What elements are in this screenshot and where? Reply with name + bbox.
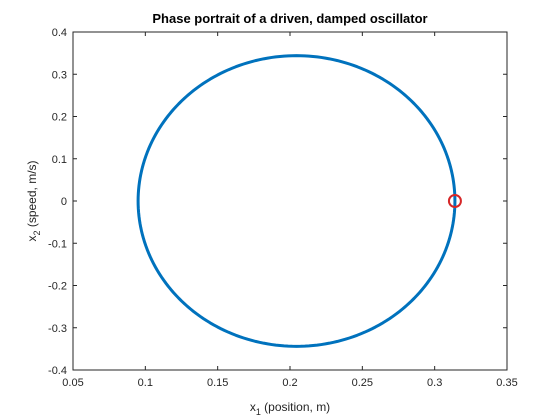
plot-area: 0.05 0.1 0.15 0.2 0.25 0.3 0.35 -0.4 -0.3 -0.2 -0.… [48,27,518,389]
x-tick-label: 0.35 [496,377,517,389]
x-axis-label: x1 (position, m) [250,400,330,417]
x-tick-label: 0.1 [138,377,153,389]
x-tick-label: 0.3 [427,377,442,389]
x-tick-label: 0.25 [352,377,373,389]
y-axis-label-unit: (speed, m/s) [25,160,39,230]
x-tick-label: 0.15 [207,377,228,389]
y-tick-label: -0.3 [48,323,67,335]
y-tick-label: 0.4 [52,27,67,39]
x-tick-label: 0.05 [62,377,83,389]
y-tick-label: 0 [61,196,67,208]
y-tick-label: 0.1 [52,154,67,166]
y-axis-label-var: x [25,236,39,242]
phase-orbit-line [136,54,457,348]
axes-box [72,31,508,371]
y-tick-label: -0.1 [48,238,67,250]
y-axis-label: x2 (speed, m/s) [25,160,42,241]
x-axis-label-subscript: 1 [256,407,261,417]
x-tick-label: 0.2 [282,377,297,389]
y-tick-label: -0.4 [48,365,67,377]
x-axis-label-var: x [250,400,256,414]
x-axis-label-unit: (position, m) [261,400,330,414]
y-axis-label-subscript: 2 [32,231,42,236]
current-state-marker [447,194,462,208]
y-tick-label: 0.2 [52,112,67,124]
y-tick-label: 0.3 [52,69,67,81]
y-tick-label: -0.2 [48,281,67,293]
chart-title: Phase portrait of a driven, damped oscil… [152,11,427,26]
